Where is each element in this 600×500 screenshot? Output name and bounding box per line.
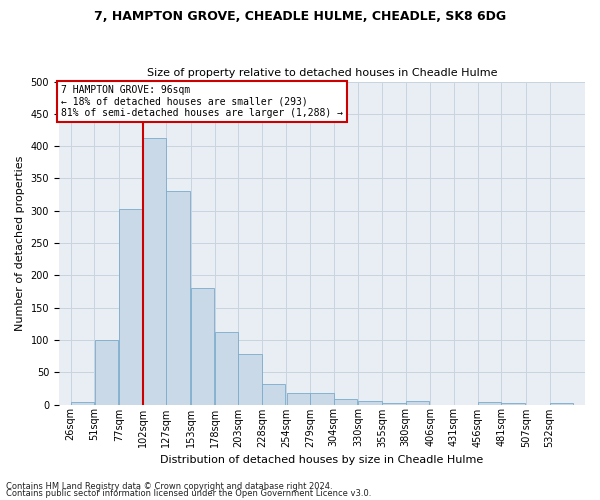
Bar [215, 332, 238, 404]
Text: 7, HAMPTON GROVE, CHEADLE HULME, CHEADLE, SK8 6DG: 7, HAMPTON GROVE, CHEADLE HULME, CHEADLE… [94, 10, 506, 23]
Bar [166, 190, 190, 404]
Bar [358, 402, 382, 404]
Bar [550, 403, 573, 404]
Bar [382, 402, 406, 404]
Bar [71, 402, 94, 404]
Bar [95, 340, 118, 404]
Bar [191, 288, 214, 405]
Bar [406, 400, 429, 404]
Bar [502, 402, 525, 404]
Bar [119, 210, 143, 404]
Bar [287, 393, 310, 404]
Bar [238, 354, 262, 405]
Text: 7 HAMPTON GROVE: 96sqm
← 18% of detached houses are smaller (293)
81% of semi-de: 7 HAMPTON GROVE: 96sqm ← 18% of detached… [61, 85, 343, 118]
Bar [262, 384, 286, 404]
X-axis label: Distribution of detached houses by size in Cheadle Hulme: Distribution of detached houses by size … [160, 455, 484, 465]
Bar [334, 400, 358, 404]
Bar [310, 393, 334, 404]
Bar [478, 402, 501, 404]
Title: Size of property relative to detached houses in Cheadle Hulme: Size of property relative to detached ho… [147, 68, 497, 78]
Text: Contains public sector information licensed under the Open Government Licence v3: Contains public sector information licen… [6, 489, 371, 498]
Y-axis label: Number of detached properties: Number of detached properties [15, 156, 25, 330]
Bar [143, 138, 166, 404]
Text: Contains HM Land Registry data © Crown copyright and database right 2024.: Contains HM Land Registry data © Crown c… [6, 482, 332, 491]
